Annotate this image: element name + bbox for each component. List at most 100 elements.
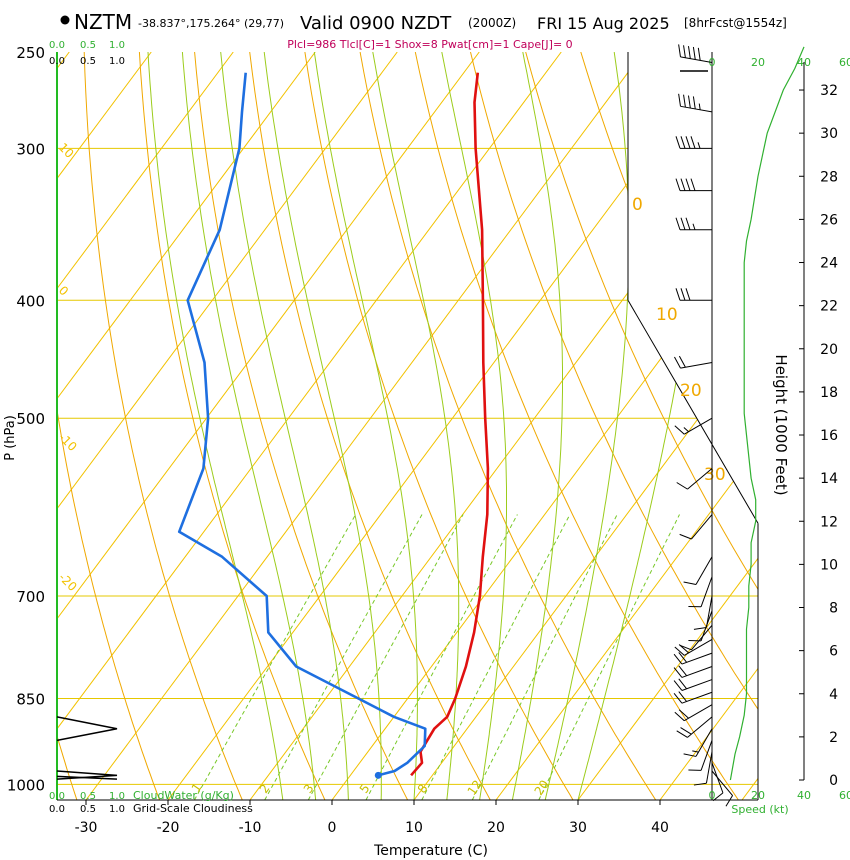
dry-adiabat-label: 20 [680, 381, 702, 401]
x-axis-title: Temperature (C) [373, 843, 488, 859]
dry-adiabat [249, 52, 491, 800]
wind-barb [678, 93, 713, 113]
moist-adiabat [441, 52, 507, 800]
mixing-ratio-line [264, 514, 423, 800]
isotherm-line [167, 52, 726, 800]
pressure-label: 700 [16, 588, 45, 606]
dry-adiabat [690, 52, 758, 800]
mixing-ratio-label: 5 [357, 782, 373, 796]
wind-barb [675, 136, 712, 149]
mixing-ratio-line [471, 514, 618, 800]
sounding-profiles [177, 72, 490, 779]
dry-adiabat [194, 52, 409, 800]
utc-time: (2000Z) [468, 16, 516, 30]
cloudiness-spike [56, 775, 118, 780]
isotherm-line [85, 52, 644, 800]
speed-scale-tick: 60 [839, 789, 850, 802]
cloudwater-scale-tick: 0.5 [80, 40, 96, 51]
isotherm-line [57, 52, 152, 800]
wind-barb [673, 678, 713, 691]
moist-adiabat [511, 52, 563, 800]
x-tick-label: 0 [328, 820, 337, 836]
pressure-label: 300 [16, 140, 45, 158]
x-tick-label: -20 [157, 820, 180, 836]
wind-barb [688, 576, 713, 608]
dry-adiabat-label: 0 [632, 195, 643, 215]
height-tick-label: 26 [820, 212, 838, 228]
wind-barb [679, 624, 713, 651]
station-coords: -38.837°,175.264° (29,77) [138, 17, 284, 30]
wind-barb [674, 355, 713, 369]
dry-adiabat [414, 52, 739, 800]
wind-barb [674, 417, 713, 435]
x-tick-label: -30 [75, 820, 98, 836]
pressure-label: 400 [16, 292, 45, 310]
wind-speed-profile [729, 46, 805, 781]
pressure-label: 850 [16, 691, 45, 709]
height-tick-label: 10 [820, 557, 838, 573]
wind-barb [674, 704, 713, 722]
moist-adiabat [544, 52, 630, 800]
isotherm-line [57, 52, 562, 800]
speed-scale-tick: 20 [751, 56, 765, 69]
wind-barb [693, 595, 713, 630]
cloudiness-scale-tick: 1.0 [109, 56, 125, 67]
height-tick-label: 0 [829, 773, 838, 789]
surface-dewpoint-marker [374, 771, 382, 779]
stability-indices: Plcl=986 Tlcl[C]=1 Shox=8 Pwat[cm]=1 Cap… [287, 38, 572, 51]
wind-barb [675, 288, 712, 301]
cloudiness-scale-tick: 0.5 [80, 56, 96, 67]
height-axis-title: Height (1000 Feet) [772, 354, 790, 495]
height-tick-label: 2 [829, 730, 838, 746]
station-dot-icon [60, 15, 70, 25]
isotherm-label: 10 [56, 140, 77, 161]
moist-adiabat [313, 52, 418, 800]
mixing-ratio-line [307, 514, 464, 800]
wind-barb [676, 468, 713, 490]
height-tick-label: 22 [820, 299, 838, 315]
pressure-label: 250 [16, 44, 45, 62]
station-name: NZTM [74, 10, 132, 34]
speed-scale-tick: 40 [797, 789, 811, 802]
wind-barb [711, 762, 724, 802]
dry-adiabat [304, 52, 574, 800]
x-tick-label: 10 [405, 820, 423, 836]
speed-scale-tick: 0 [709, 56, 716, 69]
axes: -30 -20 -10 0 10 20 30 402503004005007008501000… [7, 44, 838, 836]
dry-adiabat [802, 52, 850, 800]
dewpoint-profile [177, 72, 427, 777]
isotherm-line [413, 52, 758, 800]
wind-barb [676, 716, 713, 738]
moist-adiabat [181, 52, 317, 800]
height-tick-label: 32 [820, 83, 838, 99]
x-tick-label: 40 [651, 820, 669, 836]
moist-adiabat [372, 52, 460, 800]
pressure-label: 1000 [7, 776, 45, 794]
mixing-ratio-label: 2 [257, 782, 273, 796]
mixing-ratio-line [365, 514, 518, 800]
moist-adiabat [220, 52, 349, 800]
dry-adiabat [525, 52, 758, 800]
height-tick-label: 28 [820, 169, 838, 185]
height-tick-label: 20 [820, 342, 838, 358]
height-tick-label: 6 [829, 644, 838, 660]
cloudwater-label: CloudWater (g/Kg) [133, 789, 234, 802]
height-tick-label: 18 [820, 385, 838, 401]
cloudiness-spike [56, 716, 118, 742]
forecast-date: FRI 15 Aug 2025 [537, 14, 670, 33]
wind-panel: 0 20 40 600 20 40 60 [673, 44, 850, 807]
isotherm-label: -20 [56, 570, 80, 594]
mixing-ratio-label: 8 [415, 782, 431, 796]
wind-barb [711, 770, 733, 807]
cloudiness-label: Grid-Scale Cloudiness [133, 802, 253, 815]
cloudiness-scale-tick: 0.5 [80, 804, 96, 815]
dry-adiabat-label: 30 [704, 465, 726, 485]
cloudiness-scale-tick: 0.0 [49, 804, 65, 815]
wind-barb [683, 556, 713, 586]
speed-scale-tick: 60 [839, 56, 850, 69]
height-tick-label: 24 [820, 256, 838, 272]
isotherm-line [57, 52, 316, 800]
cloud-panel: 0.0 0.5 1.0 0.0 0.5 1.0 0.0 0.5 1.0 0.0 0.5 1.0 [49, 40, 125, 815]
height-tick-label: 12 [820, 514, 838, 530]
